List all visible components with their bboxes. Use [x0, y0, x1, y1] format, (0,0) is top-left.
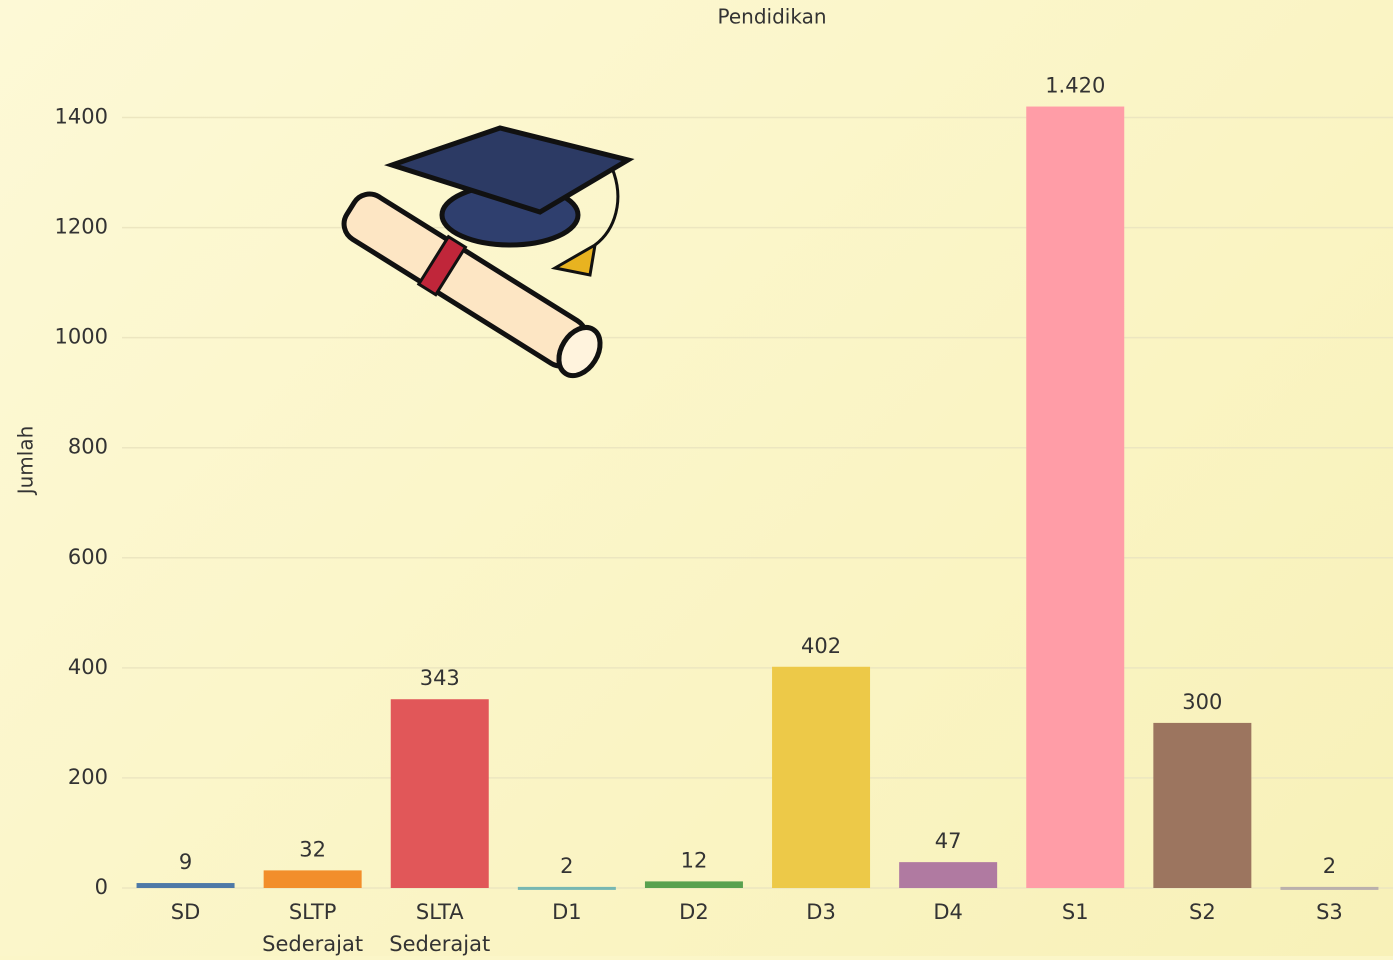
- bar: [136, 883, 235, 888]
- value-label: 9: [179, 850, 192, 874]
- value-label: 300: [1182, 690, 1222, 714]
- value-label: 1.420: [1045, 74, 1105, 98]
- value-label: 32: [299, 837, 326, 861]
- x-tick-label: SD: [170, 900, 201, 924]
- x-tick-label: S3: [1316, 900, 1343, 924]
- value-label: 2: [560, 854, 573, 878]
- value-label: 47: [935, 829, 962, 853]
- bar: [899, 862, 998, 888]
- x-tick-label: SLTA Sederajat: [389, 900, 491, 956]
- y-tick-label: 1000: [55, 325, 108, 349]
- bar: [1153, 722, 1252, 888]
- x-tick-label: D3: [806, 900, 836, 924]
- x-tick-label: SLTP Sederajat: [262, 900, 364, 956]
- bar: [390, 699, 489, 888]
- x-tick-label: S2: [1188, 900, 1216, 924]
- x-tick-label: D1: [552, 900, 582, 924]
- value-label: 2: [1323, 854, 1336, 878]
- bar: [517, 886, 616, 890]
- bar: [1280, 886, 1379, 890]
- chart-title: Pendidikan: [718, 5, 827, 29]
- graduation-illustration: [341, 125, 635, 379]
- value-label: 402: [801, 634, 841, 658]
- y-tick-label: 800: [68, 435, 108, 459]
- y-tick-label: 1200: [55, 215, 108, 239]
- value-label: 12: [681, 848, 708, 872]
- y-tick-label: 0: [95, 875, 108, 899]
- y-tick-label: 600: [68, 545, 108, 569]
- bar: [644, 881, 743, 888]
- x-tick-label: S1: [1061, 900, 1089, 924]
- bar: [772, 666, 871, 888]
- bar: [1026, 106, 1125, 888]
- y-tick-label: 400: [68, 655, 108, 679]
- x-tick-label: D2: [679, 900, 709, 924]
- y-tick-label: 1400: [55, 105, 108, 129]
- bar: [263, 870, 362, 888]
- x-tick-label: D4: [933, 900, 963, 924]
- value-label: 343: [420, 666, 460, 690]
- y-tick-label: 200: [68, 765, 108, 789]
- y-axis-title: Jumlah: [14, 426, 38, 497]
